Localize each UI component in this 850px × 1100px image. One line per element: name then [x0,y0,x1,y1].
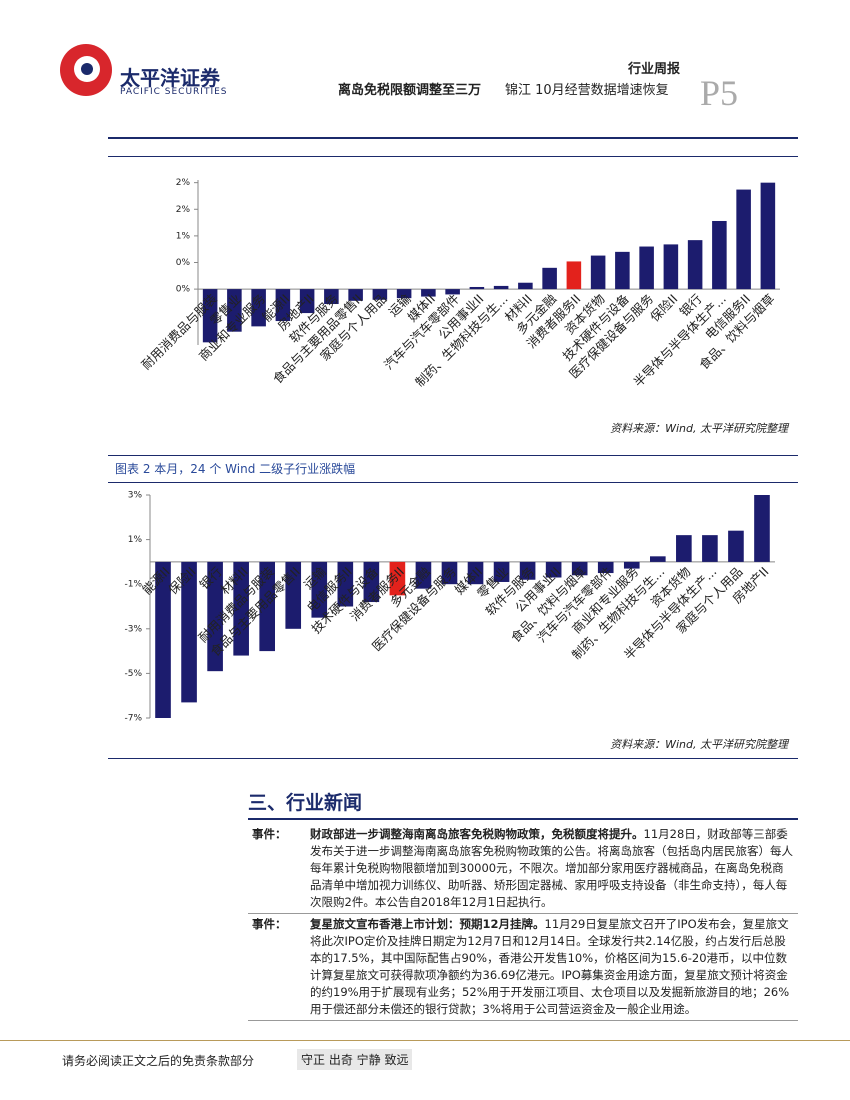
bar [389,561,406,596]
bar [566,261,582,290]
y-tick-label: 1% [176,231,191,241]
y-tick-label: 0% [176,258,191,268]
bar [493,561,510,582]
bar [639,246,654,290]
chart: 2%2%1%0%0%耐用消费品与服装零售业商业和专业服务能源II房地产II软件与… [138,178,780,390]
chart: 3%1%-1%-3%-5%-7%能源II保险II银行材料II耐用消费品与服装食品… [124,491,775,724]
bar [469,286,485,290]
bar [227,289,242,332]
bar [275,289,291,322]
bar [259,561,275,652]
bar [542,267,557,290]
bar [545,561,562,578]
y-tick-label: -1% [124,580,142,590]
news-headline: 财政部进一步调整海南离岛旅客免税购物政策，免税额度将提升。 [310,827,644,841]
bar [467,561,484,585]
source: 资料来源：Wind, 太平洋研究院整理 [610,422,788,435]
y-tick-label: -7% [124,714,142,724]
bar [650,556,666,562]
y-tick-label: -3% [124,624,142,634]
bar [728,530,744,562]
bar [590,255,606,290]
bar [676,535,692,562]
report-title: 离岛免税限额调整至三万 [338,83,482,98]
bar [421,289,436,297]
y-tick-label: 0% [176,285,191,295]
bar [441,561,458,585]
news-table: 事件： 财政部进一步调整海南离岛旅客免税购物政策，免税额度将提升。11月28日，… [248,824,798,1021]
bar [251,289,266,327]
bar [663,244,679,290]
bar [324,289,339,305]
bar [571,561,588,576]
x-tick-label: 保险II [647,291,680,324]
footer-rule [0,1040,850,1041]
bar [311,561,328,618]
logo-icon [60,44,112,96]
news-text: 复星旅文宣布香港上市计划：预期12月挂牌。11月29日复星旅文召开了IPO发布会… [306,914,798,1021]
page-number: P5 [700,73,739,113]
chart-title: 图表 2 本月，24 个 Wind 二级子行业涨跌幅 [115,462,356,476]
news-headline: 复星旅文宣布香港上市计划：预期12月挂牌。 [310,917,545,931]
news-label: 事件： [252,827,287,841]
news-body: 11月29日复星旅文召开了IPO发布会，复星旅文将此次IPO定价及挂牌日期定为1… [310,917,790,1016]
footer-motto: 守正 出奇 宁静 致远 [297,1049,413,1070]
bar [445,289,460,295]
news-body: 11月28日，财政部等三部委发布关于进一步调整海南离岛旅客免税购物政策的公告。将… [310,827,793,909]
bar [372,289,388,300]
bar [754,495,770,562]
bar [760,182,776,290]
news-label: 事件： [252,917,287,931]
section-rule [248,818,798,820]
rule [108,156,798,157]
y-tick-label: 1% [128,535,143,545]
report-subtitle: 锦江 10月经营数据增速恢复 [505,83,669,98]
report-type: 行业周报 [628,62,681,77]
rule [108,455,798,456]
bar [687,240,703,290]
y-tick-label: 2% [176,178,191,188]
news-text: 财政部进一步调整海南离岛旅客免税购物政策，免税额度将提升。11月28日，财政部等… [306,824,798,914]
bar [702,535,718,562]
rule [108,758,798,759]
bar [363,561,380,603]
y-tick-label: 3% [128,491,143,501]
header-rule [108,137,798,139]
logo-text-en: PACIFIC SECURITIES [120,87,228,97]
bar [736,189,751,290]
logo-text: 太平洋证券 [120,66,220,90]
rule [108,482,798,483]
bar [348,289,363,301]
bar [337,561,354,607]
y-tick-label: -5% [124,669,142,679]
bar [207,561,223,672]
source: 资料来源：Wind, 太平洋研究院整理 [610,738,788,751]
y-tick-label: 2% [176,205,191,215]
bar [519,561,536,580]
bar [623,561,640,569]
bar [299,289,315,314]
bar [233,561,249,656]
bar [493,285,509,290]
bar [415,561,432,589]
bar [181,561,197,703]
bar [155,561,171,718]
bar [285,561,302,629]
bar [615,251,630,290]
bar [396,289,412,299]
section-title: 三、行业新闻 [248,792,363,814]
bar [712,220,727,290]
footer-disclaimer: 请务必阅读正文之后的免责条款部分 [62,1054,255,1068]
bar [518,282,533,290]
bar [597,561,614,574]
bar [202,289,218,343]
